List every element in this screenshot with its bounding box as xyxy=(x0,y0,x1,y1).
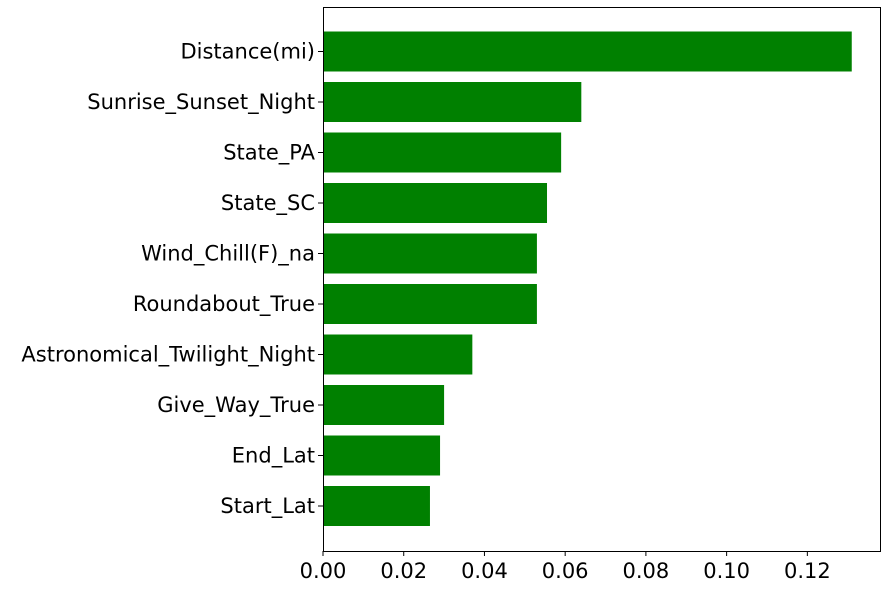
x-tick-label: 0.04 xyxy=(461,559,508,583)
category-label: End_Lat xyxy=(232,444,315,469)
x-tick-label: 0.06 xyxy=(542,559,589,583)
bar-group xyxy=(323,31,852,526)
category-label: State_PA xyxy=(223,141,315,166)
bar xyxy=(323,82,582,122)
category-label: Astronomical_Twilight_Night xyxy=(21,343,315,368)
x-tick-label: 0.08 xyxy=(623,559,670,583)
bar xyxy=(323,132,562,173)
category-label: Start_Lat xyxy=(220,494,315,519)
category-label: Distance(mi) xyxy=(180,40,315,64)
x-axis: 0.00 0.02 0.04 0.06 0.08 0.10 0.12 xyxy=(300,551,831,583)
category-label: Wind_Chill(F)_na xyxy=(141,242,315,267)
bar xyxy=(323,385,445,425)
category-label: Give_Way_True xyxy=(157,393,315,418)
plot-frame xyxy=(323,7,881,552)
category-label: Sunrise_Sunset_Night xyxy=(87,90,315,115)
category-label: Roundabout_True xyxy=(133,292,315,317)
x-tick-label: 0.10 xyxy=(703,559,750,583)
x-tick-label: 0.12 xyxy=(784,559,831,583)
bar xyxy=(323,435,441,476)
x-tick-label: 0.00 xyxy=(300,559,347,583)
bar xyxy=(323,31,852,72)
bar xyxy=(323,233,537,274)
category-label: State_SC xyxy=(221,191,315,216)
y-axis: Distance(mi) Sunrise_Sunset_Night State_PA… xyxy=(21,40,323,519)
bar xyxy=(323,284,537,324)
bar xyxy=(323,183,548,223)
x-tick-label: 0.02 xyxy=(380,559,427,583)
bar xyxy=(323,334,473,375)
bar xyxy=(323,486,430,526)
